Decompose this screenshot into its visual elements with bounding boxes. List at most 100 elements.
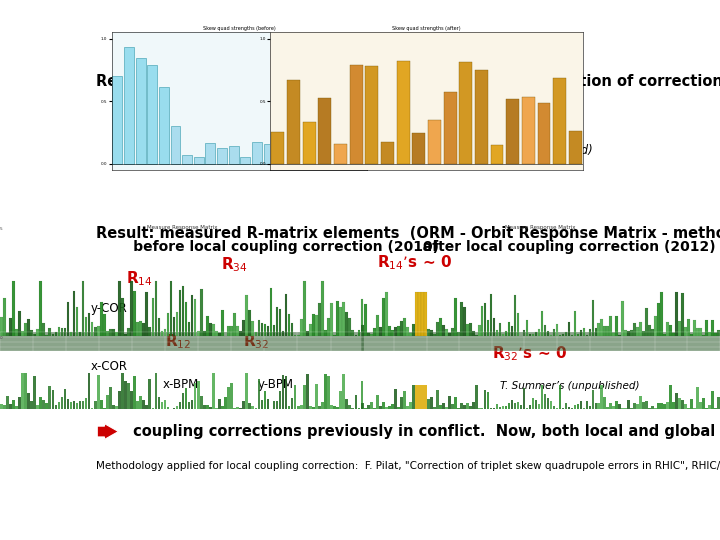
Bar [569,131,582,164]
Bar [100,302,102,336]
Text: R$_{12}$: R$_{12}$ [166,332,192,350]
Bar [549,401,552,409]
Text: R$_{34}$: R$_{34}$ [221,255,248,274]
Bar [115,406,117,409]
Bar [624,329,627,336]
Bar [595,328,597,336]
Bar [330,302,333,336]
Bar [21,373,24,409]
Bar [415,385,418,409]
Bar [288,314,290,336]
Bar [571,408,573,409]
Bar [70,332,72,336]
Bar [112,405,114,409]
Bar [532,334,534,336]
Bar [203,331,206,336]
Bar [228,387,230,409]
Bar [291,399,294,409]
Bar [73,291,76,336]
Bar [603,397,606,409]
Bar [151,298,154,336]
Bar [478,325,480,336]
Bar [136,401,139,409]
Bar [194,299,197,336]
Bar [209,323,212,336]
Bar [627,400,630,409]
Bar [711,320,714,336]
Bar [403,391,406,409]
Bar [672,333,675,336]
Bar [37,405,39,409]
Bar [348,405,351,409]
Bar [345,153,355,164]
Bar [374,408,376,409]
Bar [203,405,206,409]
Text: coupling corrections previously in conflict.  Now, both local and global correct: coupling corrections previously in confl… [128,424,720,439]
Title: Skew quad strengths (before): Skew quad strengths (before) [203,26,276,31]
Bar [475,70,488,164]
Bar [191,400,194,409]
Bar [121,373,124,409]
Bar [444,92,456,164]
Bar [705,408,708,409]
Bar [351,408,354,409]
Bar [514,295,516,336]
Bar [505,406,508,409]
Bar [553,78,566,164]
Bar [406,327,409,336]
Bar [73,401,76,409]
Bar [258,320,260,336]
Bar [478,408,480,409]
Text: Result: local skew quadrupole strengths after implementation of corrections:: Result: local skew quadrupole strengths … [96,74,720,89]
Bar [179,291,181,336]
Bar [333,334,336,336]
Bar [140,321,142,336]
Bar [91,408,94,409]
Bar [112,329,114,336]
Bar [97,326,99,336]
Bar [600,319,603,336]
Bar [130,391,133,409]
Bar [616,316,618,336]
Bar [115,333,117,336]
Bar [445,407,448,409]
Bar [310,153,320,164]
Bar [9,404,12,409]
Bar [40,397,42,409]
Bar [285,376,287,409]
Bar [6,333,9,336]
Bar [562,334,564,336]
Bar [577,334,579,336]
Bar [55,406,57,409]
Bar [505,331,508,336]
Bar [148,379,151,409]
Bar [574,311,576,336]
Bar [592,390,594,409]
Bar [209,407,212,409]
Bar [106,395,109,409]
Bar [672,402,675,409]
Bar [406,406,409,409]
Bar [684,403,687,409]
Bar [508,322,510,336]
Bar [351,329,354,336]
Text: R$_{14}$: R$_{14}$ [126,269,153,288]
Bar [666,322,669,336]
Bar [118,392,121,409]
Bar [567,322,570,336]
Bar [246,373,248,409]
Bar [158,318,160,336]
Bar [699,328,701,336]
Bar [52,334,54,336]
Bar [681,400,684,409]
Bar [324,330,327,336]
Bar [266,400,269,409]
Bar [636,327,639,336]
Bar [200,396,202,409]
Bar [230,383,233,409]
Bar [350,65,363,164]
Bar [228,326,230,336]
Bar [130,281,133,336]
Bar [60,328,63,336]
Bar [85,398,87,409]
